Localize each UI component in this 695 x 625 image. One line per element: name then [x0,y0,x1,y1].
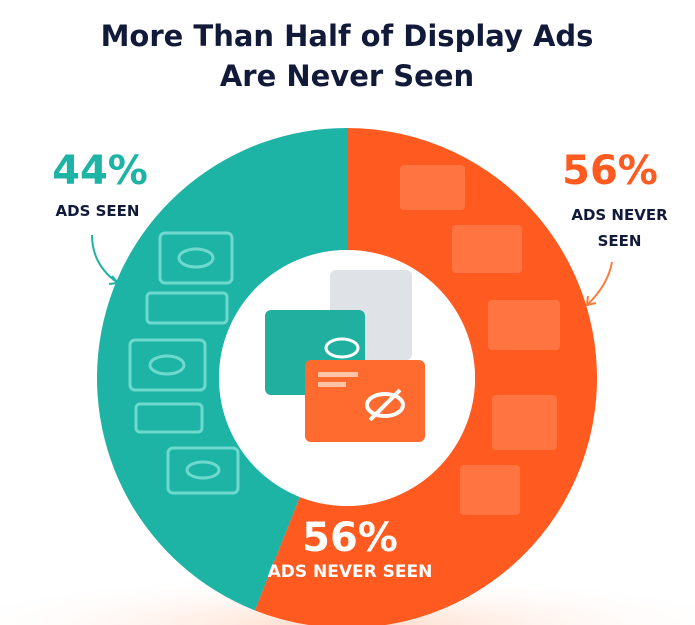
chart-title: More Than Half of Display Ads Are Never … [100,19,594,93]
value-label: 44% [52,148,148,194]
category-label: ADS NEVER SEEN [267,562,433,582]
category-label: ADS SEEN [55,202,140,220]
value-label: 56% [562,148,658,194]
ad-icons-unseen [400,165,560,515]
arrow-head [585,295,597,307]
ad-icons-seen [128,231,240,495]
arrow [91,234,119,284]
arrow [586,261,613,306]
center-illustration [265,270,425,442]
value-label: 56% [302,515,398,561]
category-label: ADS NEVER SEEN [571,206,668,250]
arrow-head [108,275,120,285]
